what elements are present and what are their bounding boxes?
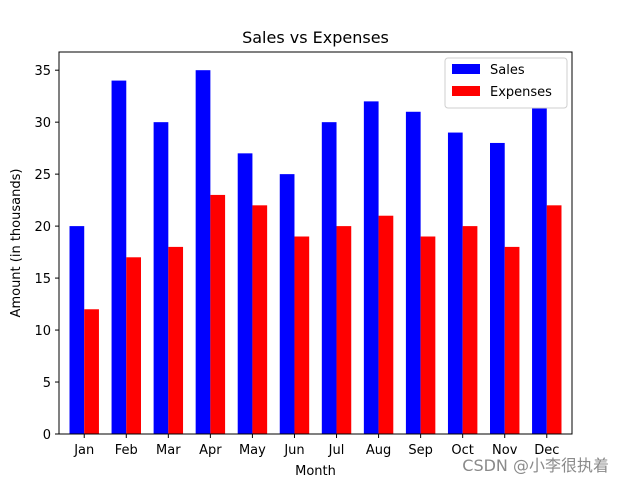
x-tick-label-apr: Apr xyxy=(199,443,222,458)
bar-sales-sep xyxy=(405,111,421,434)
bar-sales-mar xyxy=(153,122,169,434)
bar-expenses-sep xyxy=(420,236,436,434)
y-tick-label: 15 xyxy=(34,272,51,287)
x-axis-label: Month xyxy=(295,464,336,479)
bar-sales-jun xyxy=(279,174,295,434)
x-tick-label-jan: Jan xyxy=(73,443,94,458)
bar-sales-may xyxy=(237,153,253,435)
x-tick-label-sep: Sep xyxy=(408,443,433,458)
bar-expenses-jul xyxy=(336,226,352,434)
x-tick-label-mar: Mar xyxy=(156,443,181,458)
bar-sales-apr xyxy=(195,70,211,434)
axes-layer: 0 5 10 15 20 25 30 35 Jan Feb Mar Apr May Jun Jul Aug Se… xyxy=(34,51,573,458)
y-tick-label: 10 xyxy=(34,324,51,339)
bar-expenses-aug xyxy=(378,215,394,434)
bars-layer xyxy=(69,70,562,435)
bar-expenses-nov xyxy=(504,246,520,434)
y-tick-label: 0 xyxy=(43,428,51,443)
legend-swatch-expenses xyxy=(452,86,480,96)
y-tick-label: 5 xyxy=(43,376,51,391)
labels-layer: Sales vs Expenses Month Amount (in thous… xyxy=(9,28,389,479)
bar-sales-jan xyxy=(69,226,85,434)
bar-sales-aug xyxy=(363,101,379,435)
legend: Sales Expenses xyxy=(444,57,568,109)
bar-expenses-jun xyxy=(294,236,310,434)
legend-label-expenses: Expenses xyxy=(490,85,552,100)
bar-expenses-feb xyxy=(126,257,141,434)
x-tick-label-feb: Feb xyxy=(115,443,138,458)
bar-sales-nov xyxy=(490,142,505,434)
legend-swatch-sales xyxy=(452,64,480,74)
y-axis-label: Amount (in thousands) xyxy=(9,169,24,318)
chart-title: Sales vs Expenses xyxy=(242,28,389,47)
y-tick-label: 20 xyxy=(34,220,51,235)
bar-expenses-oct xyxy=(462,226,478,434)
x-tick-label-dec: Dec xyxy=(534,443,559,458)
x-tick-label-oct: Oct xyxy=(451,443,473,458)
bar-sales-oct xyxy=(447,132,463,435)
bar-expenses-apr xyxy=(210,194,226,434)
x-tick-label-jul: Jul xyxy=(328,443,345,458)
y-tick-label: 25 xyxy=(34,168,51,183)
bar-expenses-may xyxy=(252,205,268,434)
plot-frame xyxy=(58,51,573,435)
bar-expenses-jan xyxy=(84,309,99,434)
watermark: CSDN @小李很执着 xyxy=(462,456,609,475)
bar-expenses-dec xyxy=(546,205,562,434)
legend-label-sales: Sales xyxy=(490,63,525,78)
y-tick-label: 35 xyxy=(34,64,51,79)
x-tick-label-may: May xyxy=(239,443,266,458)
bar-sales-dec xyxy=(532,70,547,434)
bar-sales-feb xyxy=(111,80,127,435)
x-tick-label-aug: Aug xyxy=(366,443,391,458)
bar-sales-jul xyxy=(321,122,337,434)
bar-expenses-mar xyxy=(168,246,184,434)
y-tick-label: 30 xyxy=(34,116,51,131)
x-tick-label-jun: Jun xyxy=(283,443,304,458)
x-tick-label-nov: Nov xyxy=(492,443,518,458)
